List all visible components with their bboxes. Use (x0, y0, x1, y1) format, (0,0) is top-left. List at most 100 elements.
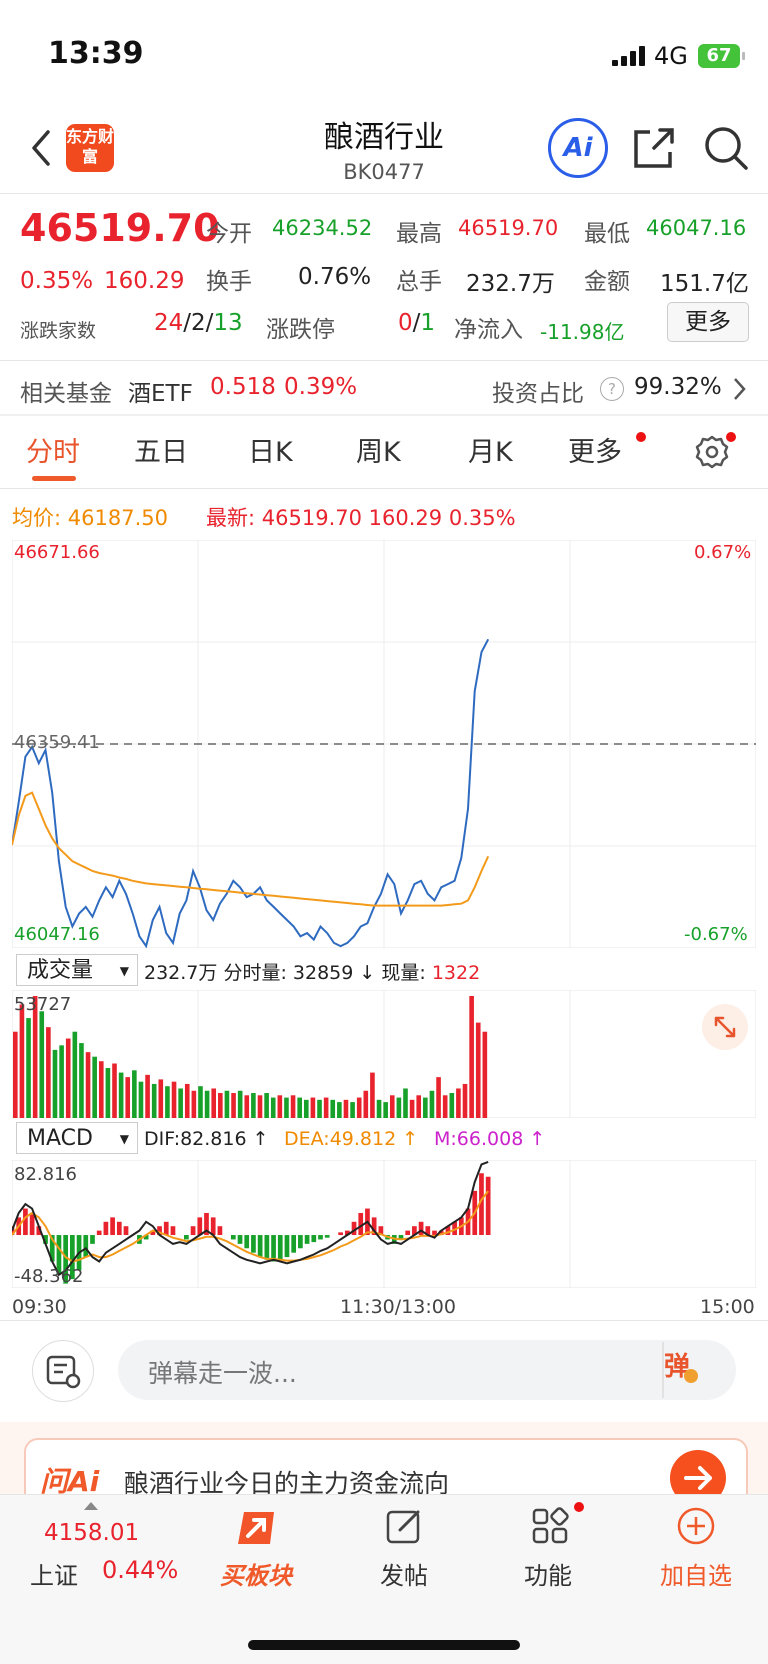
volume-bar (132, 1070, 137, 1118)
more-button[interactable]: 更多 (667, 302, 749, 342)
avg-price-label: 均价: 46187.50 (12, 506, 168, 530)
tab-monthly-k[interactable]: 月K (468, 437, 513, 468)
volume-bar (423, 1097, 428, 1118)
low-label: 最低 (584, 221, 630, 247)
pct-max-label: 0.67% (694, 542, 752, 563)
volume-value: 232.7万 (466, 271, 555, 297)
signal-icon (612, 46, 648, 66)
prev-close-label: 46359.41 (14, 732, 100, 753)
volume-bar (429, 1090, 435, 1118)
volume-bar (389, 1095, 395, 1118)
high-label: 最高 (396, 221, 442, 247)
volume-bar (224, 1090, 230, 1118)
ratio-label: 投资占比 (492, 381, 584, 407)
volume-bar (409, 1099, 415, 1118)
inflow-value: -11.98亿 (540, 320, 625, 344)
turnover-label: 换手 (206, 269, 252, 295)
functions-grid-icon[interactable] (530, 1506, 570, 1546)
status-bar: 13:39 4G 67 (0, 0, 768, 110)
volume-selector[interactable]: 成交量 ▼ (16, 954, 138, 986)
volume-bar (277, 1095, 283, 1118)
volume-bar (158, 1079, 164, 1118)
volume-bar (264, 1093, 269, 1118)
time-mid: 11:30/13:00 (340, 1296, 456, 1318)
share-icon[interactable] (630, 124, 678, 172)
home-indicator[interactable] (248, 1640, 520, 1650)
volume-label: 总手 (396, 269, 442, 295)
danmu-send-button[interactable]: 弹 (664, 1346, 699, 1383)
macd-dif-line (12, 1160, 489, 1277)
help-icon[interactable]: ? (600, 377, 624, 401)
volume-bar (436, 1077, 441, 1118)
volume-bar (198, 1086, 203, 1118)
volume-bar (356, 1097, 362, 1118)
tab-weekly-k[interactable]: 周K (356, 437, 401, 468)
nav-buy-block[interactable]: 买板块 (220, 1562, 292, 1590)
volume-bar (218, 1093, 223, 1118)
volume-bar (52, 1049, 58, 1118)
low-value: 46047.16 (646, 216, 747, 240)
volume-bar (125, 1077, 131, 1118)
avg-price-line (12, 791, 490, 907)
tab-intraday[interactable]: 分时 (26, 437, 80, 468)
tab-five-day[interactable]: 五日 (134, 437, 188, 468)
nav-functions[interactable]: 功能 (524, 1562, 572, 1590)
volume-bar (270, 1097, 276, 1118)
macd-selector[interactable]: MACD ▼ (16, 1122, 138, 1154)
back-icon[interactable] (26, 128, 56, 168)
expand-icon[interactable] (702, 1004, 748, 1050)
updown-label: 涨跌家数 (20, 320, 97, 342)
nav-add-watchlist[interactable]: 加自选 (660, 1562, 732, 1590)
time-start: 09:30 (12, 1296, 67, 1318)
fund-price: 0.518 (210, 374, 276, 400)
tab-daily-k[interactable]: 日K (248, 437, 293, 468)
volume-bar (26, 1018, 31, 1118)
search-icon[interactable] (702, 124, 750, 172)
network-type: 4G (654, 42, 688, 70)
volume-bar (191, 1090, 197, 1118)
intraday-price-chart[interactable] (12, 540, 756, 948)
add-circle-icon[interactable] (676, 1506, 716, 1546)
volume-bar (204, 1090, 210, 1118)
index-name[interactable]: 上证 (30, 1562, 78, 1590)
ai-button[interactable]: Ai (548, 118, 608, 178)
volume-bar (65, 1038, 71, 1118)
time-end: 15:00 (700, 1296, 755, 1318)
volume-bar (85, 1052, 91, 1118)
volume-bar (251, 1093, 256, 1118)
turnover-value: 0.76% (298, 264, 372, 290)
volume-bar (257, 1095, 263, 1118)
tab-more[interactable]: 更多 (568, 437, 622, 468)
volume-bar (449, 1093, 455, 1118)
amount-label: 金额 (584, 269, 630, 295)
fund-label: 相关基金 (20, 381, 112, 407)
danmu-input[interactable] (118, 1340, 736, 1400)
ai-brand: 问Ai (40, 1465, 100, 1498)
nav-post[interactable]: 发帖 (380, 1562, 428, 1590)
high-value: 46519.70 (458, 216, 559, 240)
volume-bar (231, 1093, 236, 1118)
volume-bar (237, 1090, 243, 1118)
volume-bar (350, 1102, 355, 1118)
app-logo[interactable]: 东方财富 (66, 124, 114, 172)
post-icon[interactable] (384, 1506, 424, 1546)
volume-bar (105, 1068, 111, 1118)
fund-name[interactable]: 酒ETF (128, 381, 193, 407)
volume-bar (165, 1086, 170, 1118)
volume-bar (363, 1090, 369, 1118)
notes-button[interactable] (32, 1340, 94, 1402)
volume-bar (469, 996, 474, 1118)
volume-bar (343, 1099, 349, 1118)
open-value: 46234.52 (272, 216, 373, 240)
volume-bar (310, 1097, 316, 1118)
settings-gear-icon[interactable] (694, 434, 730, 470)
volume-bar (79, 1043, 84, 1118)
chevron-right-icon[interactable] (732, 376, 748, 402)
index-value[interactable]: 4158.01 (44, 1520, 140, 1546)
macd-min-label: -48.362 (14, 1266, 84, 1287)
buy-block-icon[interactable] (234, 1506, 282, 1550)
current-price: 46519.70 (20, 206, 220, 250)
volume-bar (92, 1056, 97, 1118)
volume-bar (416, 1095, 422, 1118)
volume-bar (323, 1097, 329, 1118)
